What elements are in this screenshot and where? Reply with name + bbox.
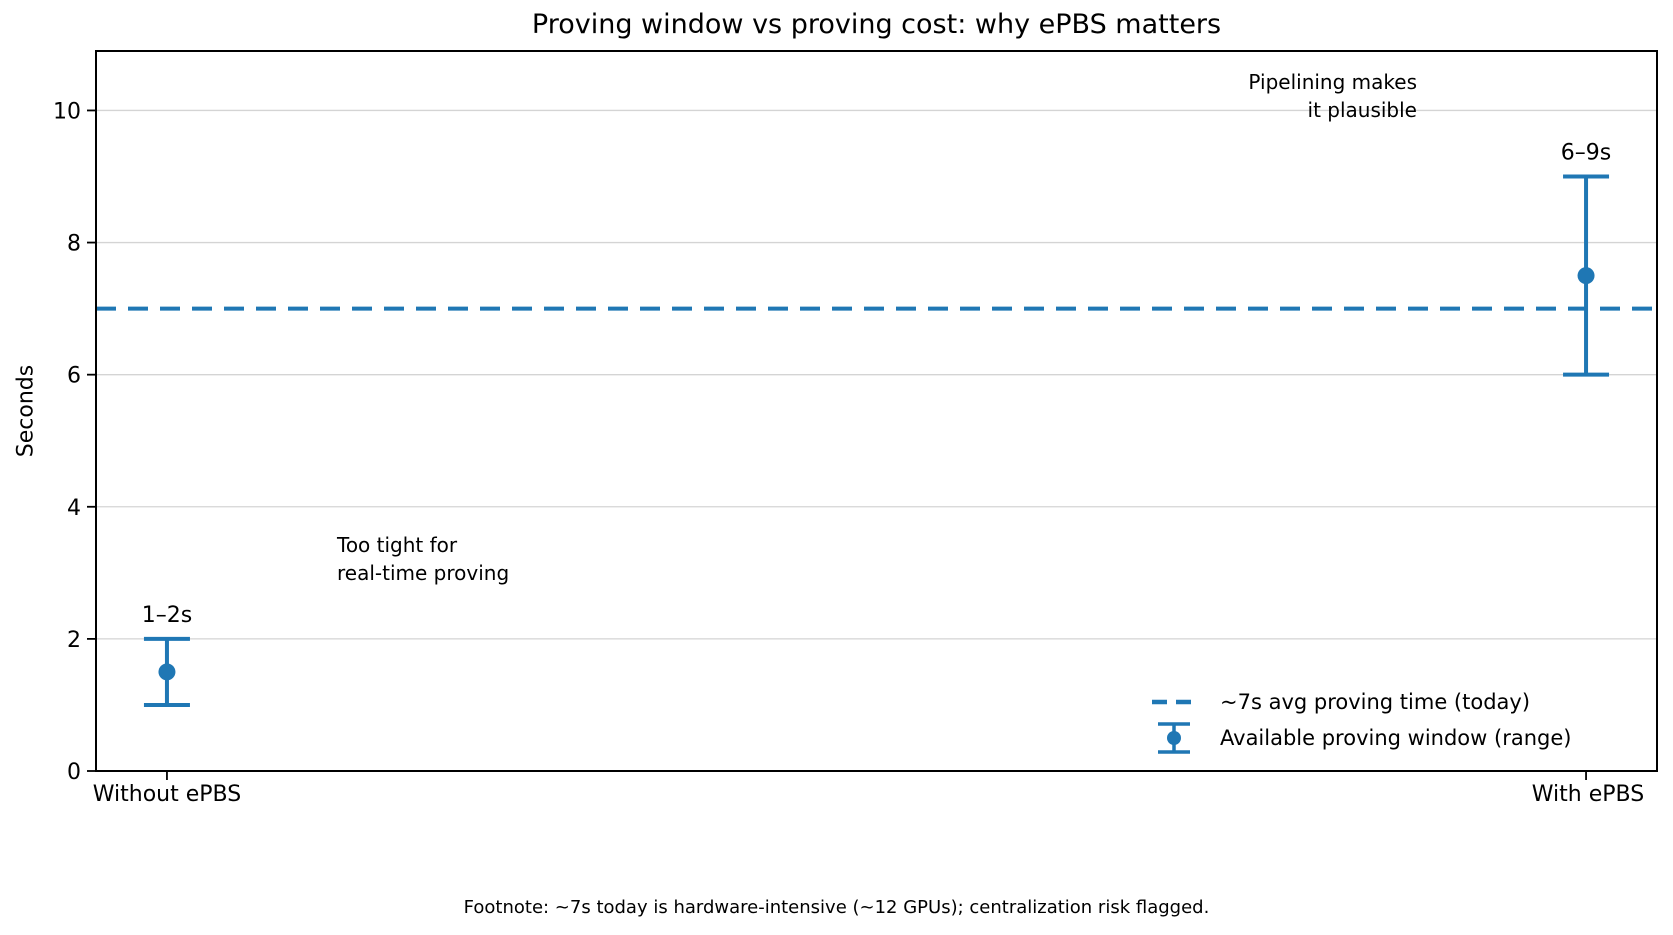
legend-entry-avg-proving-time: ~7s avg proving time (today) [1150, 686, 1571, 717]
legend-label-proving-window: Available proving window (range) [1220, 725, 1572, 750]
footnote: Footnote: ~7s today is hardware-intensiv… [463, 897, 1210, 918]
legend-entry-proving-window: Available proving window (range) [1150, 721, 1572, 754]
y-tick-label: 4 [67, 496, 81, 521]
chart-title: Proving window vs proving cost: why ePBS… [531, 9, 1222, 40]
y-tick-label: 10 [53, 99, 81, 124]
point-range-label: 6–9s [1561, 141, 1611, 166]
legend-label-avg-proving-time: ~7s avg proving time (today) [1220, 689, 1531, 714]
y-tick-label: 6 [67, 364, 81, 389]
point-range-label: 1–2s [142, 603, 192, 628]
errorbar-icon [1158, 721, 1190, 754]
y-tick-label: 2 [67, 628, 81, 653]
errorbar-marker [158, 663, 176, 681]
annotation-too-tight: Too tight for real-time proving [337, 533, 510, 585]
plot-frame [95, 50, 1658, 772]
y-tick-label: 0 [67, 760, 81, 785]
errorbar-marker [1577, 267, 1595, 285]
x-tick-label-without-epbs: Without ePBS [92, 782, 242, 807]
legend: ~7s avg proving time (today) Available p… [1150, 686, 1572, 754]
annotation-pipelining: Pipelining makes it plausible [1248, 70, 1417, 122]
x-tick-label-with-epbs: With ePBS [1531, 782, 1645, 807]
y-tick-label: 8 [67, 232, 81, 257]
dashed-line-icon [1152, 699, 1196, 704]
